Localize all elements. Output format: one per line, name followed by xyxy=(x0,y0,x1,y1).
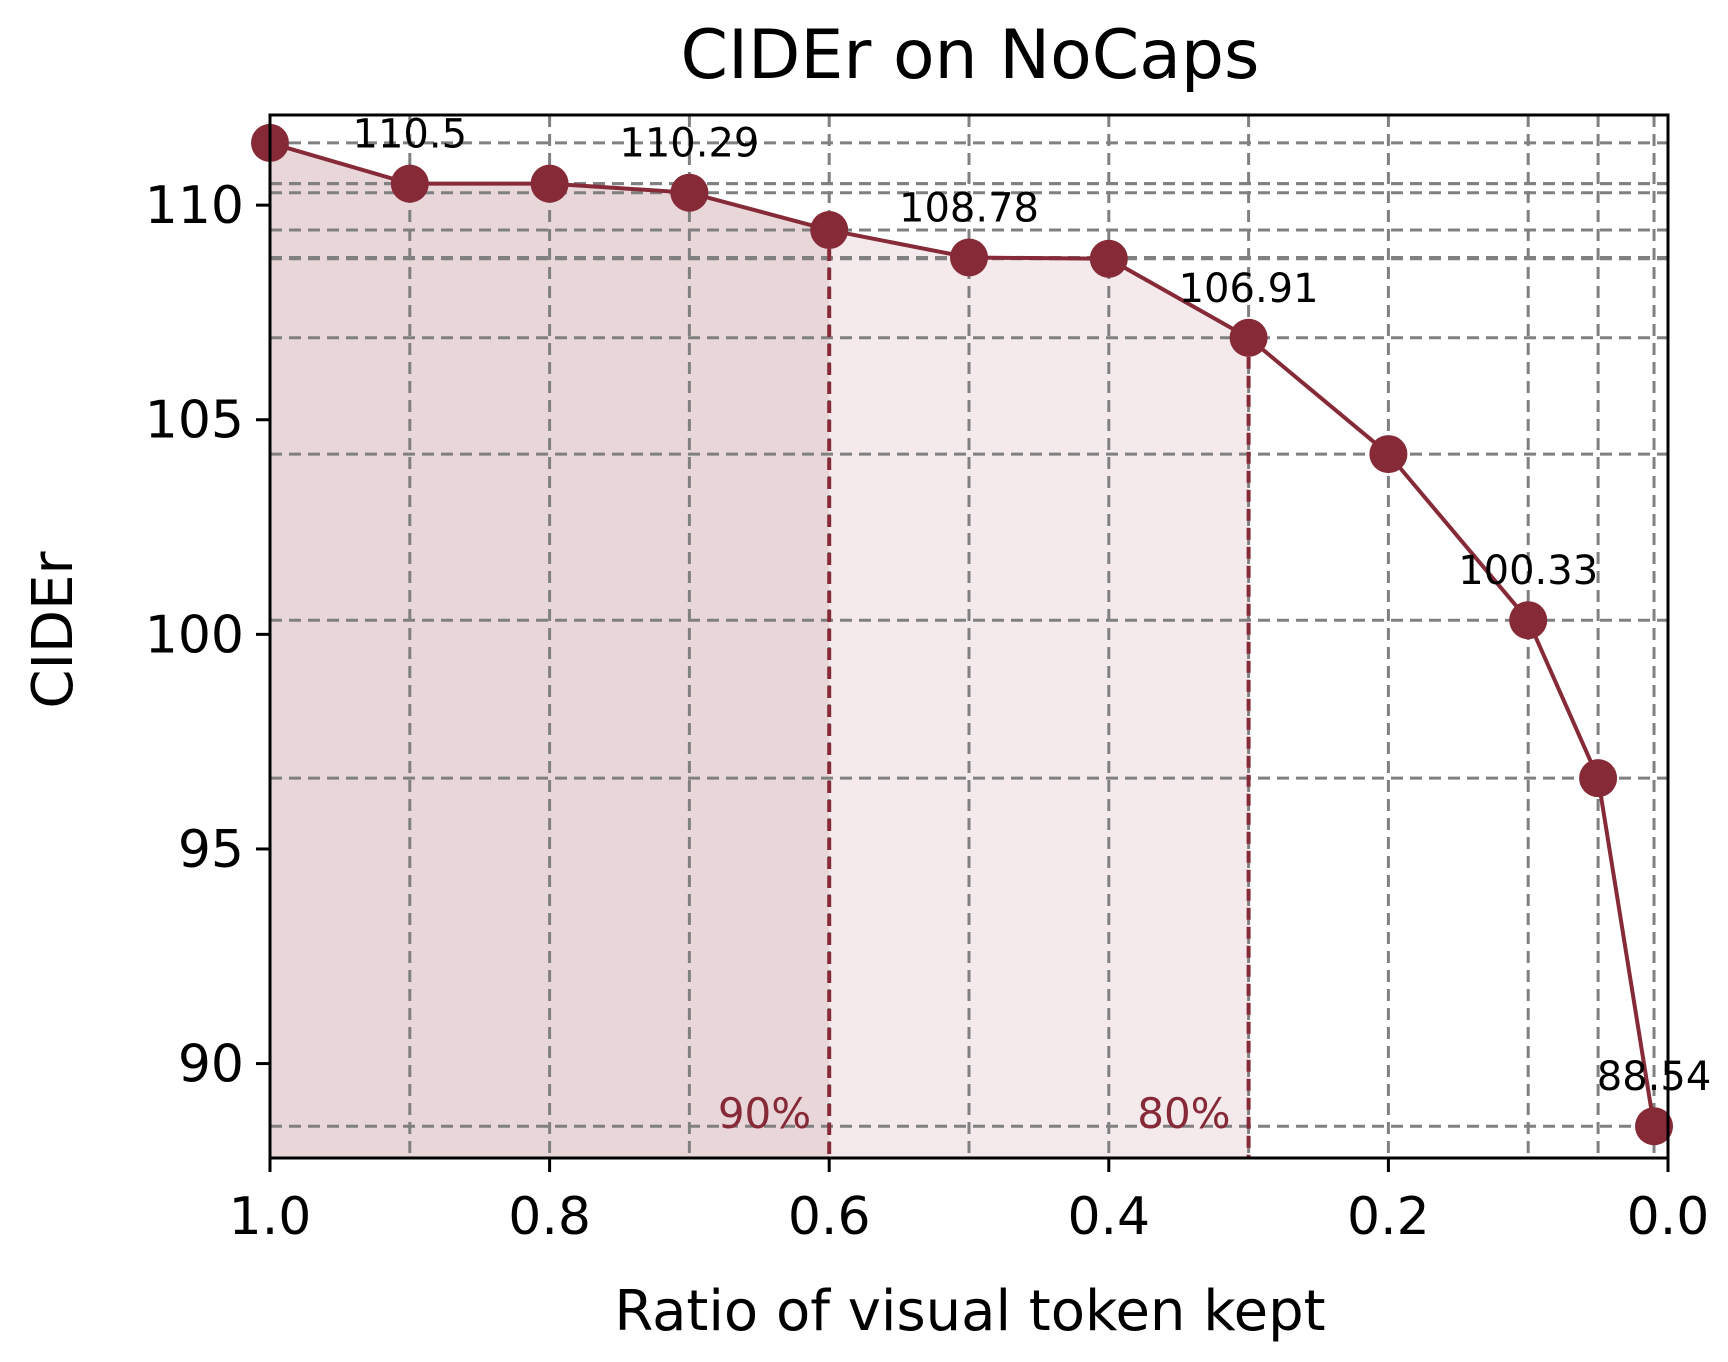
data-point-11 xyxy=(1635,1107,1674,1146)
data-series xyxy=(251,123,1674,1146)
x-tick-label: 0.6 xyxy=(788,1187,871,1247)
data-label: 108.78 xyxy=(899,186,1039,232)
y-tick-label: 105 xyxy=(145,391,244,451)
data-point-2 xyxy=(530,164,569,203)
shaded-regions xyxy=(270,142,1249,1158)
x-tick-label: 0.8 xyxy=(508,1187,591,1247)
x-tick-label: 0.0 xyxy=(1627,1187,1710,1247)
data-label: 100.33 xyxy=(1458,548,1598,594)
axis-ticks: 1.0 0.8 0.6 0.4 0.2 0.0 90 95 100 105 110 xyxy=(145,176,1710,1247)
data-label: 106.91 xyxy=(1179,266,1319,312)
series-line xyxy=(269,140,1656,1127)
plot-frame xyxy=(268,113,1670,1160)
data-point-6 xyxy=(1089,239,1128,278)
data-point-1 xyxy=(390,164,429,203)
y-tick-label: 95 xyxy=(178,820,244,880)
threshold-label-90%: 90% xyxy=(718,1089,811,1138)
data-point-9 xyxy=(1509,601,1548,640)
data-labels: 110.5 110.29 108.78 106.91 100.33 88.54 xyxy=(353,112,1712,1101)
y-axis-label: CIDEr xyxy=(21,550,86,708)
data-point-7 xyxy=(1229,318,1268,357)
data-point-4 xyxy=(810,211,849,250)
y-tick-label: 90 xyxy=(178,1035,244,1095)
x-tick-label: 0.2 xyxy=(1347,1187,1430,1247)
y-tick-label: 100 xyxy=(145,605,244,665)
data-point-3 xyxy=(670,173,709,212)
x-tick-label: 0.4 xyxy=(1067,1187,1150,1247)
data-label: 110.29 xyxy=(619,121,759,167)
threshold-lines: 90% 80% xyxy=(718,230,1251,1158)
data-label: 88.54 xyxy=(1597,1054,1712,1100)
x-tick-label: 1.0 xyxy=(229,1187,312,1247)
threshold-label-80%: 80% xyxy=(1137,1089,1230,1138)
x-axis-label: Ratio of visual token kept xyxy=(614,1279,1325,1344)
y-tick-label: 110 xyxy=(145,176,244,236)
data-point-10 xyxy=(1579,759,1618,798)
data-point-5 xyxy=(950,238,988,277)
data-point-8 xyxy=(1369,435,1408,474)
chart-title: CIDEr on NoCaps xyxy=(681,16,1260,95)
data-label: 110.5 xyxy=(353,112,468,158)
